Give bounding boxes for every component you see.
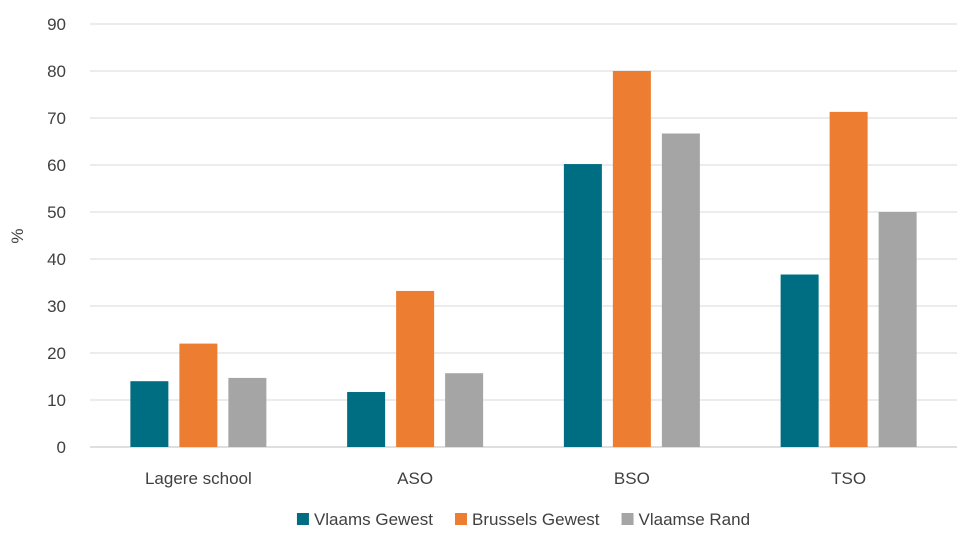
bar xyxy=(612,71,651,447)
legend-swatch xyxy=(296,513,309,525)
y-tick-label: 80 xyxy=(47,62,66,81)
bar xyxy=(347,392,386,447)
y-tick-label: 90 xyxy=(47,15,66,34)
y-tick-label: 40 xyxy=(47,250,66,269)
x-axis-categories: Lagere school ASO BSO TSO xyxy=(145,469,866,488)
bar xyxy=(445,373,484,447)
legend: Vlaams Gewest Brussels Gewest Vlaamse Rand xyxy=(296,510,751,529)
bar xyxy=(878,212,917,447)
legend-label: Vlaamse Rand xyxy=(639,510,751,529)
y-axis-label: % xyxy=(8,228,27,243)
bar xyxy=(396,290,435,447)
bar xyxy=(179,343,218,447)
y-tick-label: 70 xyxy=(47,109,66,128)
y-tick-label: 50 xyxy=(47,203,66,222)
bar xyxy=(563,164,602,447)
bar xyxy=(829,111,868,447)
legend-swatch xyxy=(621,513,634,525)
y-tick-label: 10 xyxy=(47,391,66,410)
y-tick-label: 0 xyxy=(57,438,66,457)
x-category-label: TSO xyxy=(831,469,866,488)
legend-item: Vlaams Gewest xyxy=(296,510,433,529)
legend-item: Vlaamse Rand xyxy=(621,510,751,529)
y-tick-label: 30 xyxy=(47,297,66,316)
legend-swatch xyxy=(454,513,467,525)
legend-item: Brussels Gewest xyxy=(454,510,600,529)
x-category-label: ASO xyxy=(397,469,433,488)
x-category-label: Lagere school xyxy=(145,469,252,488)
y-tick-label: 60 xyxy=(47,156,66,175)
bar xyxy=(130,381,169,447)
bar xyxy=(661,133,700,447)
legend-label: Vlaams Gewest xyxy=(314,510,433,529)
legend-label: Brussels Gewest xyxy=(472,510,600,529)
bars xyxy=(130,71,917,447)
x-category-label: BSO xyxy=(614,469,650,488)
bar xyxy=(228,377,267,447)
gridlines xyxy=(90,23,957,448)
y-axis-ticks: 0 10 20 30 40 50 60 70 80 90 xyxy=(47,15,66,457)
bar xyxy=(780,274,819,447)
y-tick-label: 20 xyxy=(47,344,66,363)
